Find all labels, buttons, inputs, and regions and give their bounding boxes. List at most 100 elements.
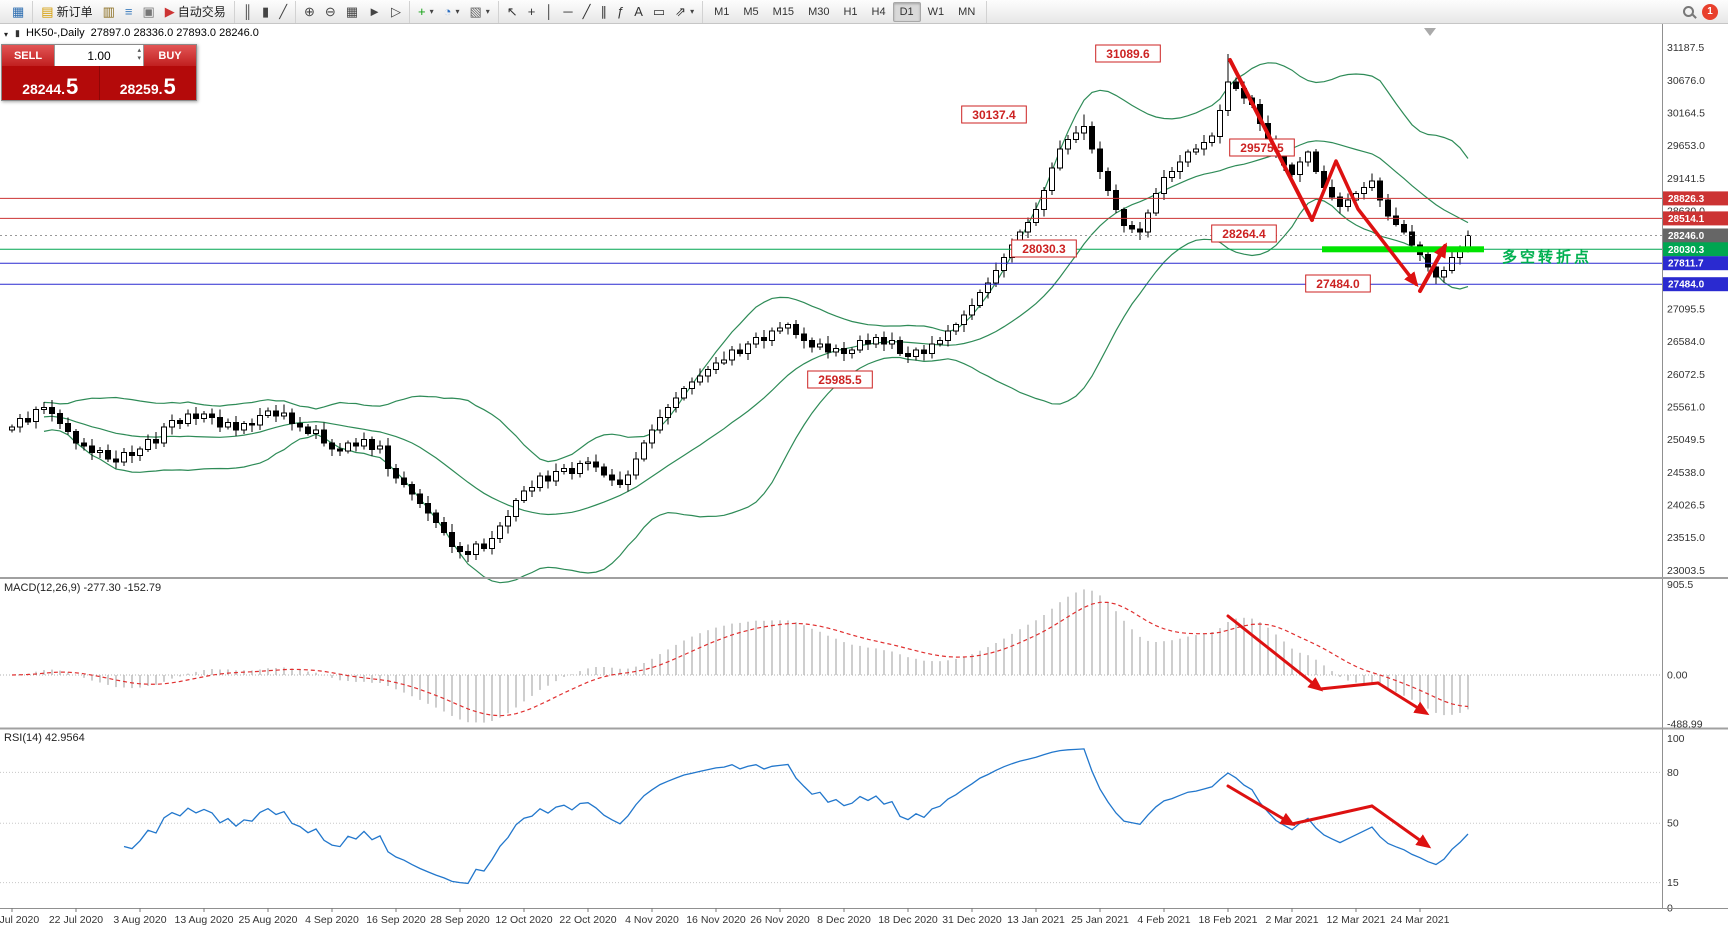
chart-line-icon[interactable]: ╱ [274, 3, 292, 20]
candle-up [977, 292, 983, 307]
app-logo-icon[interactable]: ▦ [7, 3, 29, 20]
candle-up [1065, 138, 1071, 150]
profiles-icon[interactable]: ▥ [98, 3, 120, 20]
horizontal-line-icon[interactable]: ─ [558, 3, 577, 20]
timeframe-w1-button[interactable]: W1 [927, 5, 945, 18]
macd-down-arrow[interactable] [1226, 614, 1324, 692]
downtrend-arrow-main[interactable] [1228, 58, 1314, 222]
candle-up [1345, 199, 1351, 208]
search-icon[interactable] [1683, 6, 1694, 17]
zoom-in-icon[interactable]: ⊕ [299, 3, 320, 20]
sell-price-button[interactable]: 28244. 5 [2, 66, 99, 100]
candle-up [185, 413, 191, 425]
rsi-flat-line[interactable] [1290, 804, 1374, 826]
bounce-up-arrow[interactable] [1418, 242, 1447, 293]
price-tag-28514.1[interactable] [1663, 211, 1728, 226]
candle-up [1041, 190, 1047, 211]
candle-down [297, 423, 303, 428]
chart-canvas[interactable]: 905.50.00-488.99100805015031187.530676.0… [0, 24, 1728, 943]
candle-up [945, 330, 951, 342]
price-annotation-box[interactable] [1011, 239, 1077, 258]
price-annotation-box[interactable] [1305, 274, 1371, 293]
candle-down [385, 445, 391, 469]
rsi-down-arrow[interactable] [1226, 784, 1296, 827]
sell-button[interactable]: SELL [2, 45, 54, 66]
rsi-down-arrow-2[interactable] [1370, 804, 1432, 849]
cursor-icon[interactable]: ↖ [502, 3, 523, 20]
one-click-collapse-arrow[interactable]: ▾ [4, 30, 9, 39]
templates-button-glyph: ▧ [469, 4, 482, 19]
market-watch-icon[interactable]: ≡ [120, 3, 138, 20]
candle-up [33, 409, 39, 423]
buy-button[interactable]: BUY [144, 45, 196, 66]
candle-down [177, 420, 183, 425]
price-tag-27811.7[interactable] [1663, 256, 1728, 271]
candle-down [321, 429, 327, 444]
periods-button[interactable]: ◔ ▾ [439, 3, 465, 20]
vertical-line-icon[interactable]: │ [540, 3, 558, 20]
timeframe-m5-button[interactable]: M5 [743, 5, 759, 18]
timeframe-h1-button[interactable]: H1 [843, 5, 858, 18]
candle-down [801, 333, 807, 342]
candle-up [241, 423, 247, 431]
price-annotation-box[interactable] [961, 105, 1027, 124]
volume-input[interactable]: 1.00 ▴ ▾ [54, 45, 144, 66]
candle-up [1209, 135, 1215, 144]
candle-down [465, 550, 471, 556]
support-zone-bar[interactable] [1322, 246, 1484, 253]
channel-icon[interactable]: ∥ [595, 3, 612, 20]
indicators-button[interactable]: + ▾ [413, 3, 439, 20]
tile-windows-icon[interactable]: ▦ [341, 3, 363, 20]
fibonacci-icon[interactable]: ƒ [612, 3, 629, 20]
timeframe-m15-button[interactable]: M15 [772, 5, 795, 18]
candle-down [233, 421, 239, 431]
macd-down-arrow-2[interactable] [1376, 681, 1430, 716]
candle-up [1225, 81, 1231, 112]
timeframe-h4-button[interactable]: H4 [871, 5, 886, 18]
timeframe-d1-button[interactable]: D1 [892, 1, 921, 22]
new-order-button[interactable]: ▤ 新订单 [36, 1, 97, 22]
price-axis-label: 29141.5 [1667, 173, 1705, 185]
label-icon[interactable]: ▭ [648, 3, 670, 20]
chart-candles-icon[interactable]: ▮ [257, 3, 274, 20]
indicators-button-caret[interactable]: ▾ [429, 7, 434, 16]
price-annotation-box[interactable] [1211, 224, 1277, 243]
downtrend-zigzag[interactable] [1310, 159, 1419, 288]
timeframe-mn-button[interactable]: MN [958, 5, 976, 18]
macd-flat-line[interactable] [1318, 681, 1380, 691]
trendline-icon[interactable]: ╱ [578, 3, 596, 20]
price-tag-27484[interactable] [1663, 277, 1728, 292]
candle-down [905, 352, 911, 358]
autotrading-button[interactable]: ▶ 自动交易 [160, 1, 231, 22]
candle-up [377, 445, 383, 450]
price-annotation-box[interactable] [1095, 44, 1161, 63]
text-icon[interactable]: A [629, 3, 648, 20]
candle-up [577, 462, 583, 474]
notification-badge[interactable]: 1 [1702, 3, 1718, 20]
volume-down-button[interactable]: ▾ [137, 54, 141, 62]
candle-up [137, 448, 143, 457]
timeframe-m30-button[interactable]: M30 [808, 5, 830, 18]
price-annotation-text: 30137.4 [972, 108, 1016, 122]
chart-bars-icon[interactable]: ║ [238, 3, 257, 20]
price-annotation-box[interactable] [807, 370, 873, 389]
candle-down [1409, 231, 1415, 246]
arrows-button-caret[interactable]: ▾ [690, 7, 695, 16]
arrows-button[interactable]: ⇗ ▾ [670, 3, 699, 20]
price-tag-28246[interactable] [1663, 228, 1728, 243]
timeframe-m1-button[interactable]: M1 [714, 5, 730, 18]
buy-price-button[interactable]: 28259. 5 [98, 66, 197, 100]
price-tag-28030.3[interactable] [1663, 242, 1728, 257]
chart-shift-icon[interactable]: ▷ [386, 3, 406, 20]
zoom-out-icon[interactable]: ⊖ [320, 3, 341, 20]
auto-scroll-icon[interactable]: ► [363, 3, 386, 20]
turning-point-note[interactable]: 多空转折点 [1502, 248, 1592, 266]
templates-button[interactable]: ▧ ▾ [464, 3, 494, 20]
periods-button-caret[interactable]: ▾ [455, 7, 460, 16]
navigator-icon[interactable]: ▣ [138, 3, 160, 20]
templates-button-caret[interactable]: ▾ [485, 7, 490, 16]
toolbar: ▦ ▤ 新订单 ▥ ≡ ▣ ▶ 自动交易 ║ ▮ ╱ ⊕ ⊖ ▦ ► ▷ + ▾ ◔ ▾ ▧ ▾ ↖ + │ ─ ╱ ∥ ƒ A ▭ ⇗ ▾ M… [0, 0, 1728, 24]
volume-up-button[interactable]: ▴ [137, 47, 141, 54]
price-tag-28826.3[interactable] [1663, 191, 1728, 206]
crosshair-icon[interactable]: + [523, 3, 541, 20]
